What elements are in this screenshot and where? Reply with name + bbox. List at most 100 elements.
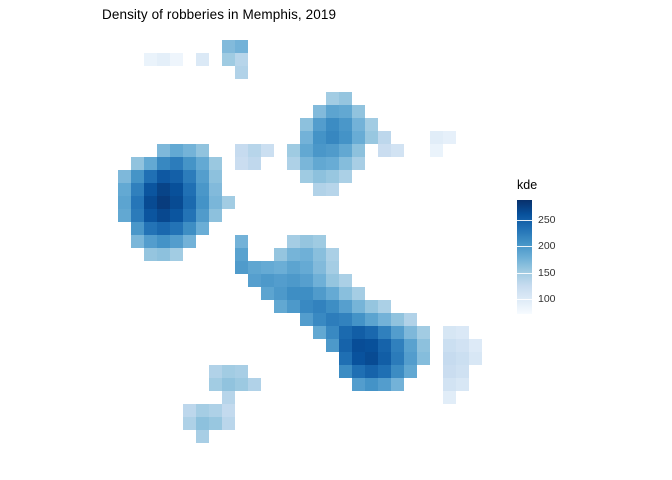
heatmap-tile <box>196 196 209 209</box>
heatmap-tile <box>352 131 365 144</box>
heatmap-tile <box>222 196 235 209</box>
legend-tick-mark <box>517 220 532 222</box>
heatmap-tile <box>300 144 313 157</box>
heatmap-tile <box>131 209 144 222</box>
heatmap-tile <box>313 287 326 300</box>
heatmap-tile <box>183 144 196 157</box>
heatmap-tile <box>339 313 352 326</box>
heatmap-tile <box>443 339 456 352</box>
heatmap-tile <box>196 404 209 417</box>
heatmap-tile <box>287 235 300 248</box>
heatmap-tile <box>313 300 326 313</box>
heatmap-tile <box>209 183 222 196</box>
heatmap-tile <box>378 144 391 157</box>
heatmap-tile <box>443 326 456 339</box>
heatmap-tile <box>157 157 170 170</box>
heatmap-tile <box>274 248 287 261</box>
heatmap-tile <box>365 313 378 326</box>
heatmap-tile <box>274 261 287 274</box>
heatmap-tile <box>274 300 287 313</box>
heatmap-tile <box>287 300 300 313</box>
heatmap-tile <box>209 157 222 170</box>
heatmap-tile <box>144 157 157 170</box>
heatmap-tile <box>352 105 365 118</box>
heatmap-tile <box>339 300 352 313</box>
heatmap-tile <box>313 183 326 196</box>
heatmap-tile <box>456 352 469 365</box>
heatmap-tile <box>222 391 235 404</box>
heatmap-tile <box>326 92 339 105</box>
heatmap-tile <box>196 209 209 222</box>
heatmap-tile <box>235 235 248 248</box>
heatmap-tile <box>235 157 248 170</box>
heatmap-tile <box>469 352 482 365</box>
heatmap-tile <box>144 222 157 235</box>
heatmap-tile <box>404 313 417 326</box>
heatmap-tile <box>300 157 313 170</box>
heatmap-tile <box>170 209 183 222</box>
heatmap-tile <box>300 300 313 313</box>
heatmap-tile <box>339 326 352 339</box>
heatmap-tile <box>170 170 183 183</box>
heatmap-tile <box>326 170 339 183</box>
heatmap-tile <box>300 170 313 183</box>
heatmap-tile <box>287 157 300 170</box>
chart-title: Density of robberies in Memphis, 2019 <box>102 7 337 22</box>
heatmap-tile <box>183 417 196 430</box>
heatmap-tile <box>430 144 443 157</box>
heatmap-tile <box>417 352 430 365</box>
legend: kde 250 200 150 100 <box>517 178 581 323</box>
heatmap-tile <box>300 287 313 300</box>
heatmap-tile <box>326 313 339 326</box>
heatmap-tile <box>378 339 391 352</box>
heatmap-tile <box>300 235 313 248</box>
legend-tick-label: 150 <box>538 266 556 279</box>
heatmap-tile <box>183 170 196 183</box>
heatmap-tile <box>365 352 378 365</box>
heatmap-tile <box>209 365 222 378</box>
heatmap-tile <box>287 287 300 300</box>
heatmap-tile <box>443 378 456 391</box>
heatmap-tile <box>118 209 131 222</box>
heatmap-tile <box>209 209 222 222</box>
heatmap-tile <box>235 248 248 261</box>
heatmap-tile <box>339 118 352 131</box>
heatmap-tile <box>443 131 456 144</box>
heatmap-tile <box>235 66 248 79</box>
heatmap-tile <box>248 378 261 391</box>
heatmap-tile <box>287 248 300 261</box>
heatmap-tile <box>404 352 417 365</box>
heatmap-tile <box>339 105 352 118</box>
heatmap-tile <box>222 378 235 391</box>
heatmap-tile <box>222 404 235 417</box>
heatmap-tile <box>365 339 378 352</box>
legend-title: kde <box>517 178 538 192</box>
heatmap-tile <box>417 326 430 339</box>
heatmap-tile <box>157 144 170 157</box>
heatmap-tile <box>300 274 313 287</box>
heatmap-tile <box>365 131 378 144</box>
heatmap-tile <box>456 339 469 352</box>
heatmap-tile <box>157 209 170 222</box>
heatmap-tile <box>261 274 274 287</box>
heatmap-tile <box>183 196 196 209</box>
heatmap-tile <box>222 40 235 53</box>
heatmap-tile <box>352 352 365 365</box>
heatmap-tile <box>326 157 339 170</box>
heatmap-tile <box>144 170 157 183</box>
heatmap-tile <box>365 118 378 131</box>
heatmap-tile <box>248 144 261 157</box>
heatmap-tile <box>326 274 339 287</box>
heatmap-tile <box>300 131 313 144</box>
heatmap-tile <box>339 144 352 157</box>
heatmap-tile <box>417 339 430 352</box>
heatmap-tile <box>170 183 183 196</box>
heatmap-tile <box>144 235 157 248</box>
heatmap-tile <box>391 352 404 365</box>
heatmap-tile <box>326 326 339 339</box>
heatmap-tile <box>183 235 196 248</box>
heatmap-tile <box>261 287 274 300</box>
heatmap-tile <box>235 144 248 157</box>
heatmap-tile <box>378 378 391 391</box>
heatmap-tile <box>326 339 339 352</box>
